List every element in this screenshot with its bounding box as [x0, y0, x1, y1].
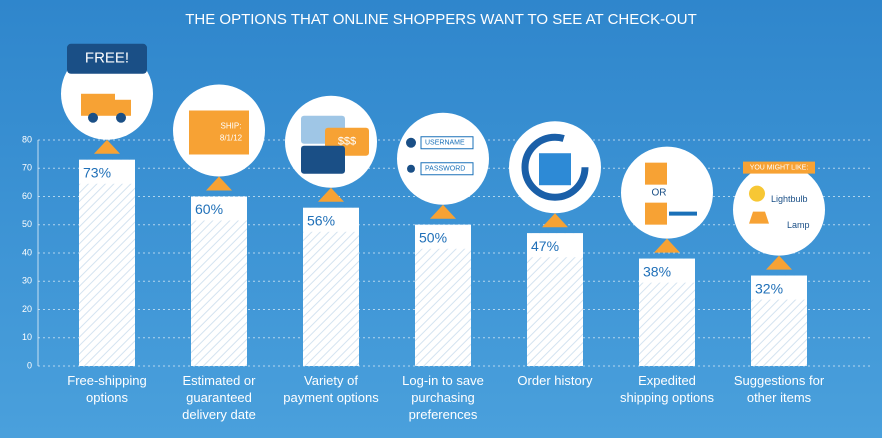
y-tick-label: 80: [22, 134, 32, 144]
pointer: [542, 213, 568, 228]
bar-cap: [79, 159, 135, 184]
y-tick-label: 10: [22, 332, 32, 342]
pointer: [430, 204, 456, 219]
bar-cap: [639, 258, 695, 283]
bar-cap: [191, 196, 247, 221]
pointer: [766, 255, 792, 270]
box: [539, 153, 571, 186]
x-tick-label: Expedited shipping options: [620, 373, 714, 405]
box: [645, 202, 667, 225]
value-label: 60%: [195, 201, 223, 217]
icon-circle: [397, 112, 489, 205]
icon: USERNAME PASSWORD: [397, 112, 489, 205]
bar: [191, 196, 247, 366]
icon-circle: [733, 163, 825, 256]
pointer: [206, 176, 232, 191]
box-text: SHIP:: [221, 122, 242, 131]
truck: [81, 93, 115, 116]
y-tick-label: 30: [22, 276, 32, 286]
y-tick-label: 70: [22, 163, 32, 173]
key-icon: [407, 164, 415, 173]
y-tick-label: 60: [22, 191, 32, 201]
pointer: [94, 139, 120, 154]
arrow-ring: [521, 133, 589, 201]
lamp: [749, 211, 769, 224]
bar-cap: [415, 224, 471, 249]
box: [189, 110, 249, 155]
icon: YOU MIGHT LIKE: Lightbulb Lamp: [733, 161, 825, 256]
x-tick-label: Order history: [517, 373, 593, 388]
y-tick-label: 20: [22, 304, 32, 314]
y-tick-label: 0: [27, 360, 32, 370]
wheel: [116, 112, 126, 123]
sign: [67, 43, 147, 74]
value-label: 38%: [643, 263, 671, 279]
icon: [509, 121, 601, 214]
box-text: 8/1/12: [220, 134, 243, 143]
bar-cap: [751, 275, 807, 300]
bar-cap: [303, 207, 359, 232]
icon: FREE!: [61, 43, 153, 140]
value-label: 73%: [83, 164, 111, 180]
x-tick-label: Free-shipping options: [67, 373, 147, 405]
or-text: OR: [652, 187, 667, 198]
value-label: 47%: [531, 238, 559, 254]
pointer: [654, 238, 680, 253]
bulb: [749, 185, 765, 202]
box: [645, 162, 667, 185]
value-label: 56%: [307, 213, 335, 229]
field: [420, 136, 474, 150]
chart-title: THE OPTIONS THAT ONLINE SHOPPERS WANT TO…: [185, 11, 696, 28]
y-tick-label: 40: [22, 247, 32, 257]
user-icon: [406, 137, 416, 148]
y-tick-label: 50: [22, 219, 32, 229]
card-text: $$$: [338, 136, 356, 148]
x-tick-label: Variety of payment options: [283, 373, 379, 405]
card: [301, 145, 345, 174]
bar-cap: [527, 233, 583, 258]
icon-circle: [621, 146, 713, 239]
field: [420, 162, 474, 176]
bar: [303, 207, 359, 366]
sign-text: FREE!: [85, 50, 129, 67]
bar: [79, 159, 135, 366]
x-tick-label: Suggestions for other items: [733, 373, 825, 405]
item-text: Lamp: [787, 220, 810, 230]
wheel: [88, 112, 98, 123]
truck-cab: [115, 99, 131, 116]
value-label: 50%: [419, 229, 447, 245]
pointer: [318, 187, 344, 202]
x-tick-label: Estimated or guaranteed delivery date: [182, 373, 256, 422]
banner: [743, 161, 815, 174]
icon: $$$: [285, 95, 377, 188]
item-text: Lightbulb: [771, 194, 808, 204]
value-label: 32%: [755, 280, 783, 296]
icon: OR: [621, 146, 713, 239]
field-text: USERNAME: [425, 140, 465, 147]
x-tick-label: Log-in to save purchasing preferences: [402, 373, 484, 422]
field-text: PASSWORD: [425, 166, 465, 173]
banner-text: YOU MIGHT LIKE:: [750, 164, 809, 171]
icon: SHIP: 8/1/12: [173, 84, 265, 177]
